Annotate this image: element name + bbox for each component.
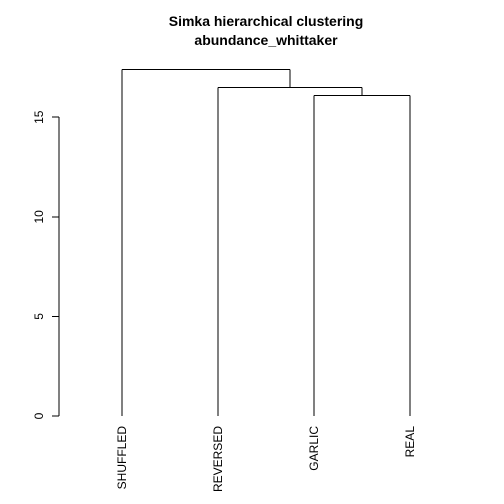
leaf-label: REAL bbox=[403, 426, 417, 458]
y-tick-label: 5 bbox=[32, 313, 46, 320]
leaf-labels: SHUFFLED REVERSED GARLIC REAL bbox=[115, 426, 417, 492]
y-tick-label: 10 bbox=[32, 210, 46, 224]
chart-title: Simka hierarchical clustering bbox=[169, 13, 364, 29]
chart-subtitle: abundance_whittaker bbox=[194, 32, 338, 48]
leaf-label: REVERSED bbox=[211, 426, 225, 492]
dendrogram-branches bbox=[121, 68, 411, 416]
leaf-label: GARLIC bbox=[307, 426, 321, 471]
leaf-label: SHUFFLED bbox=[115, 426, 129, 490]
y-axis: 0 5 10 15 bbox=[32, 110, 60, 419]
y-tick-label: 15 bbox=[32, 110, 46, 124]
y-tick-label: 0 bbox=[32, 412, 46, 419]
